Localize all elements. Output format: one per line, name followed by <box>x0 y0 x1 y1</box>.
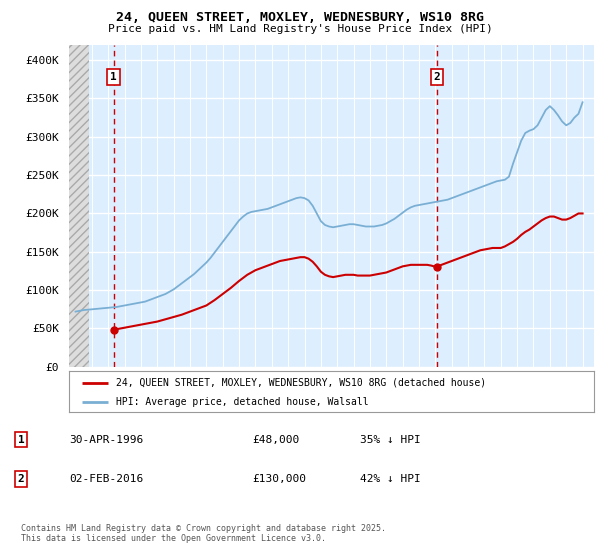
Text: Price paid vs. HM Land Registry's House Price Index (HPI): Price paid vs. HM Land Registry's House … <box>107 24 493 34</box>
Text: 1: 1 <box>110 72 117 82</box>
Text: 24, QUEEN STREET, MOXLEY, WEDNESBURY, WS10 8RG: 24, QUEEN STREET, MOXLEY, WEDNESBURY, WS… <box>116 11 484 24</box>
Text: 2: 2 <box>17 474 25 484</box>
Bar <box>69 45 89 367</box>
Text: 42% ↓ HPI: 42% ↓ HPI <box>360 474 421 484</box>
Text: £130,000: £130,000 <box>252 474 306 484</box>
Text: 35% ↓ HPI: 35% ↓ HPI <box>360 435 421 445</box>
Text: 1: 1 <box>17 435 25 445</box>
Text: 24, QUEEN STREET, MOXLEY, WEDNESBURY, WS10 8RG (detached house): 24, QUEEN STREET, MOXLEY, WEDNESBURY, WS… <box>116 377 487 388</box>
Text: 30-APR-1996: 30-APR-1996 <box>69 435 143 445</box>
Text: 2: 2 <box>433 72 440 82</box>
Text: £48,000: £48,000 <box>252 435 299 445</box>
Text: 02-FEB-2016: 02-FEB-2016 <box>69 474 143 484</box>
Text: HPI: Average price, detached house, Walsall: HPI: Average price, detached house, Wals… <box>116 396 369 407</box>
Text: Contains HM Land Registry data © Crown copyright and database right 2025.
This d: Contains HM Land Registry data © Crown c… <box>21 524 386 543</box>
